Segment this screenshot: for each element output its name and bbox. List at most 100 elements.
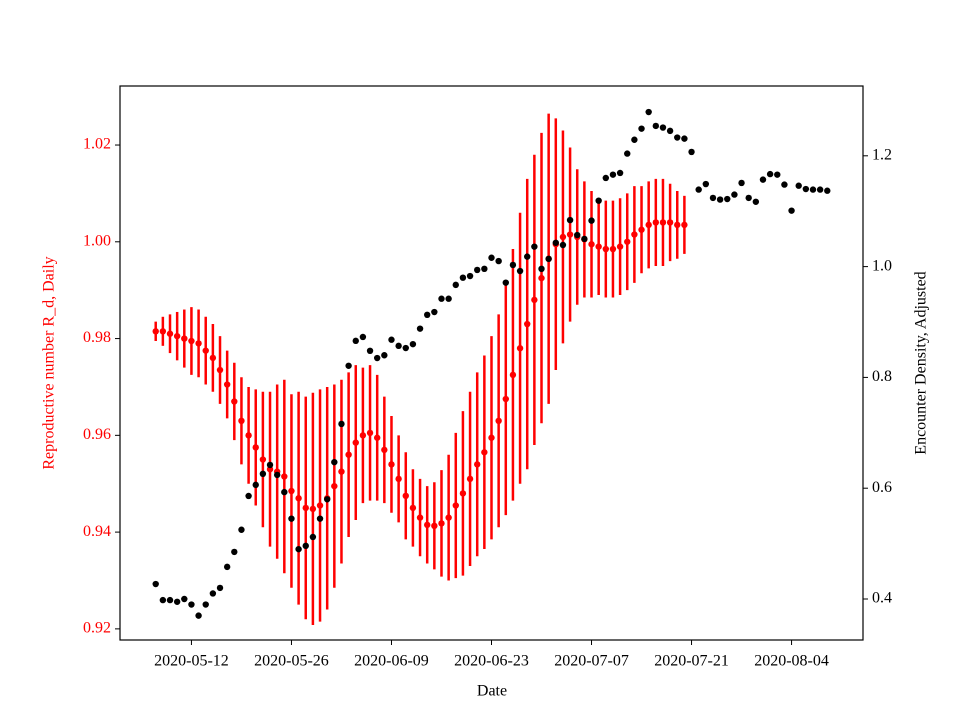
point — [588, 217, 595, 224]
point — [724, 195, 731, 203]
point — [502, 279, 509, 286]
point — [516, 345, 524, 352]
point — [531, 296, 538, 304]
point — [295, 495, 302, 502]
point — [566, 231, 574, 238]
y-tick-label: 1.00 — [83, 232, 111, 249]
point — [152, 580, 159, 588]
point — [466, 475, 474, 483]
point — [331, 458, 338, 466]
point — [659, 124, 667, 131]
point — [666, 127, 674, 135]
point — [674, 134, 681, 141]
point — [802, 185, 810, 193]
point — [202, 347, 209, 354]
point — [445, 514, 452, 521]
point — [652, 219, 660, 226]
point — [559, 233, 567, 241]
point — [188, 337, 195, 345]
point — [216, 584, 224, 592]
point — [552, 239, 559, 246]
point — [631, 136, 638, 143]
point — [652, 122, 660, 130]
point — [731, 191, 738, 198]
point — [395, 475, 402, 483]
point — [738, 179, 745, 187]
point — [638, 226, 645, 233]
point — [388, 336, 395, 343]
point — [259, 470, 267, 477]
point — [509, 371, 517, 379]
x-tick-label: 2020-06-23 — [454, 653, 529, 670]
point — [781, 181, 788, 188]
point — [338, 420, 345, 428]
point — [574, 231, 581, 239]
point — [409, 340, 417, 348]
y-tick-label: 1.0 — [872, 257, 892, 274]
point — [302, 542, 309, 550]
point — [709, 194, 717, 202]
y-tick-label: 0.96 — [83, 426, 111, 443]
point — [616, 169, 624, 177]
point — [173, 332, 181, 340]
point — [481, 265, 488, 273]
point — [416, 325, 424, 332]
x-tick-label: 2020-05-26 — [254, 653, 329, 670]
point — [424, 521, 431, 529]
y-tick-label: 1.2 — [872, 146, 892, 163]
point — [416, 514, 424, 521]
point — [209, 354, 217, 362]
point — [309, 533, 317, 541]
point — [788, 207, 795, 214]
point — [288, 515, 295, 522]
point — [452, 281, 459, 289]
point — [424, 311, 431, 319]
point — [681, 135, 688, 142]
point — [181, 335, 188, 342]
point — [195, 612, 202, 619]
point — [766, 170, 774, 178]
point — [545, 255, 552, 263]
y2-axis-label: Encounter Density, Adjusted — [913, 271, 930, 454]
y-tick-label: 0.6 — [872, 479, 892, 496]
point — [223, 563, 231, 571]
y-tick-label: 0.92 — [83, 620, 111, 637]
point — [359, 432, 367, 439]
point — [288, 487, 295, 495]
x-tick-label: 2020-05-12 — [154, 653, 229, 670]
point — [566, 216, 574, 224]
point — [488, 434, 495, 441]
x-tick-label: 2020-08-04 — [754, 653, 829, 670]
point — [373, 354, 381, 362]
point — [173, 598, 181, 605]
y-tick-label: 0.4 — [872, 590, 892, 607]
point — [609, 245, 617, 253]
point — [202, 601, 209, 608]
point — [345, 451, 352, 458]
point — [609, 171, 617, 178]
point — [681, 221, 688, 229]
point — [395, 342, 402, 350]
point — [159, 328, 167, 335]
point — [338, 468, 345, 475]
point — [474, 461, 481, 468]
point — [188, 601, 195, 608]
point — [245, 492, 252, 500]
point — [388, 461, 395, 468]
point — [702, 180, 710, 188]
point — [795, 182, 802, 189]
y-tick-label: 0.94 — [83, 523, 111, 540]
point — [624, 150, 631, 157]
point — [316, 502, 324, 509]
point — [209, 590, 217, 597]
point — [638, 125, 645, 132]
point — [716, 196, 724, 203]
point — [509, 261, 517, 269]
point — [452, 502, 459, 509]
point — [316, 515, 324, 522]
point — [524, 253, 531, 260]
point — [595, 243, 602, 250]
point — [245, 432, 252, 439]
point — [616, 243, 624, 250]
